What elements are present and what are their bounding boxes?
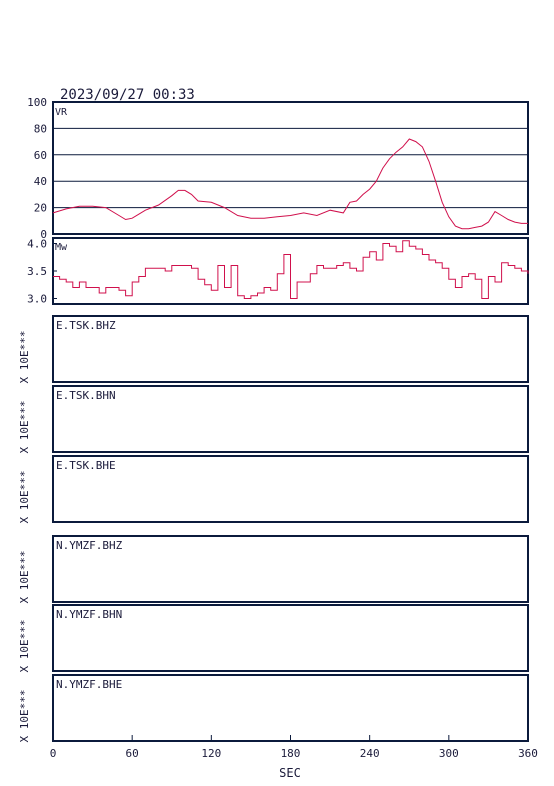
- station-panel-frame: [52, 315, 529, 383]
- mw-panel-label: Mw: [55, 242, 68, 253]
- station-scale-label: X 10E***: [18, 401, 31, 454]
- station-name-label: E.TSK.BHE: [56, 459, 116, 472]
- station-panel: E.TSK.BHZ X 10E***: [18, 315, 529, 384]
- mw-y-tick-label: 4.0: [27, 238, 47, 251]
- station-name-label: N.YMZF.BHZ: [56, 539, 123, 552]
- timestamp-label: 2023/09/27 00:33: [60, 87, 195, 103]
- x-tick-label: 60: [126, 747, 139, 760]
- vr-y-tick-label: 20: [34, 202, 47, 215]
- vr-y-tick-label: 100: [27, 96, 47, 109]
- station-panel: N.YMZF.BHZ X 10E***: [18, 535, 529, 604]
- x-tick-label: 300: [439, 747, 459, 760]
- x-tick-label: 0: [50, 747, 57, 760]
- station-name-label: E.TSK.BHZ: [56, 319, 116, 332]
- station-name-label: N.YMZF.BHN: [56, 608, 122, 621]
- station-panel: E.TSK.BHN X 10E***: [18, 385, 529, 454]
- mw-trace: [53, 240, 529, 299]
- vr-trace: [52, 138, 528, 230]
- station-scale-label: X 10E***: [18, 471, 31, 524]
- x-tick-label: 360: [518, 747, 538, 760]
- station-name-label: E.TSK.BHN: [56, 389, 116, 402]
- vr-series-line: [52, 138, 528, 230]
- vr-panel-frame: [52, 101, 529, 235]
- station-panel-frame: [52, 604, 529, 672]
- x-axis: 0 60 120 180 240 300 360 SEC: [50, 735, 538, 780]
- x-tick-labels: 0 60 120 180 240 300 360: [50, 747, 538, 760]
- x-axis-label: SEC: [279, 766, 301, 780]
- station-scale-label: X 10E***: [18, 620, 31, 673]
- station-panel: N.YMZF.BHN X 10E***: [18, 604, 529, 673]
- mw-panel: Mw 4.0 3.5 3.0: [27, 237, 529, 306]
- x-tick-label: 120: [201, 747, 221, 760]
- vr-y-tick-label: 80: [34, 122, 47, 135]
- station-panel: N.YMZF.BHE X 10E***: [18, 674, 529, 743]
- station-scale-label: X 10E***: [18, 331, 31, 384]
- station-panel-frame: [52, 535, 529, 603]
- station-panel-frame: [52, 385, 529, 453]
- x-tick-label: 240: [360, 747, 380, 760]
- station-name-label: N.YMZF.BHE: [56, 678, 122, 691]
- x-tick-label: 180: [281, 747, 301, 760]
- vr-y-tick-label: 40: [34, 175, 47, 188]
- vr-panel: VR 100 80 60 40 20 0: [27, 96, 529, 241]
- station-panel-frame: [52, 674, 529, 742]
- vr-y-tick-labels: 100 80 60 40 20 0: [27, 96, 47, 241]
- station-scale-label: X 10E***: [18, 690, 31, 743]
- mw-y-tick-labels: 4.0 3.5 3.0: [27, 238, 57, 306]
- station-scale-label: X 10E***: [18, 551, 31, 604]
- vr-y-tick-label: 0: [40, 228, 47, 241]
- x-tick-marks: [52, 735, 529, 741]
- mw-y-tick-label: 3.0: [27, 293, 47, 306]
- station-panel-frame: [52, 455, 529, 523]
- vr-gridlines: [53, 127, 528, 209]
- mw-y-tick-label: 3.5: [27, 265, 47, 278]
- vr-y-tick-label: 60: [34, 149, 47, 162]
- mw-series-line: [53, 240, 529, 299]
- station-panel: E.TSK.BHE X 10E***: [18, 455, 529, 524]
- vr-panel-label: VR: [55, 107, 68, 118]
